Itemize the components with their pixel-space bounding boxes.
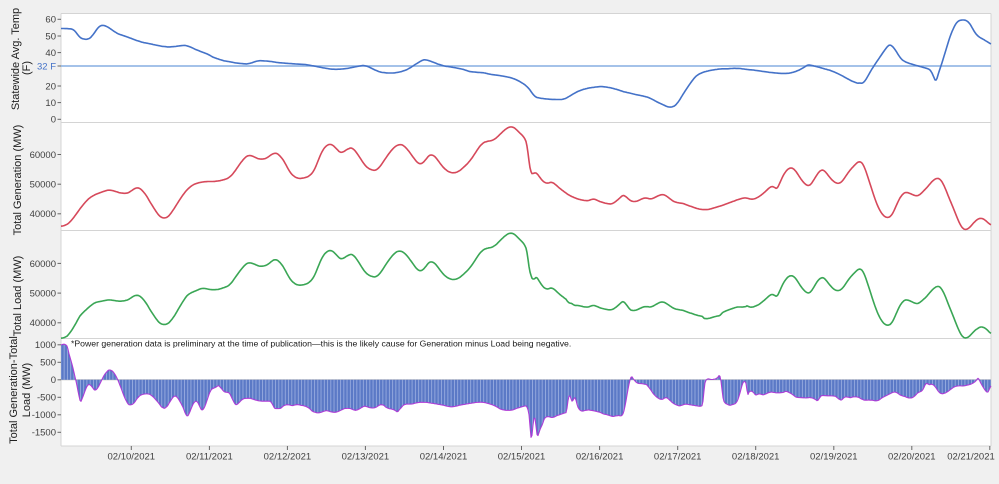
svg-text:02/21/2021: 02/21/2021 (947, 452, 995, 463)
svg-text:02/17/2021: 02/17/2021 (654, 452, 702, 463)
svg-text:40000: 40000 (30, 318, 56, 329)
svg-text:02/19/2021: 02/19/2021 (810, 452, 858, 463)
svg-text:32 F: 32 F (37, 61, 56, 72)
svg-text:Total Generation (MW): Total Generation (MW) (12, 125, 24, 236)
svg-text:Load (MW): Load (MW) (21, 363, 33, 417)
svg-text:60000: 60000 (30, 259, 56, 270)
svg-text:60000: 60000 (30, 150, 56, 161)
svg-text:50000: 50000 (30, 289, 56, 300)
svg-text:02/14/2021: 02/14/2021 (420, 452, 468, 463)
svg-text:-500: -500 (37, 393, 56, 404)
svg-text:0: 0 (51, 115, 56, 126)
svg-text:02/20/2021: 02/20/2021 (888, 452, 936, 463)
svg-text:Total Generation-Total: Total Generation-Total (8, 336, 20, 444)
svg-text:0: 0 (51, 375, 56, 386)
svg-text:60: 60 (45, 15, 56, 26)
svg-text:02/10/2021: 02/10/2021 (108, 452, 156, 463)
svg-text:02/13/2021: 02/13/2021 (342, 452, 390, 463)
svg-text:1000: 1000 (35, 340, 56, 351)
svg-text:-1500: -1500 (32, 428, 56, 439)
svg-text:Total Load (MW): Total Load (MW) (12, 256, 24, 337)
svg-text:02/11/2021: 02/11/2021 (186, 452, 233, 463)
svg-text:*Power generation data is prel: *Power generation data is preliminary at… (71, 339, 571, 349)
svg-text:20: 20 (45, 81, 56, 92)
svg-text:-1000: -1000 (32, 410, 56, 421)
svg-text:Statewide Avg. Temp: Statewide Avg. Temp (10, 8, 22, 110)
svg-text:10: 10 (45, 98, 56, 109)
svg-text:02/15/2021: 02/15/2021 (498, 452, 546, 463)
svg-text:500: 500 (40, 358, 56, 369)
svg-text:50000: 50000 (30, 180, 56, 191)
svg-text:40000: 40000 (30, 209, 56, 220)
svg-text:(F): (F) (21, 61, 33, 75)
svg-text:40: 40 (45, 48, 56, 59)
svg-text:02/16/2021: 02/16/2021 (576, 452, 624, 463)
svg-text:02/18/2021: 02/18/2021 (732, 452, 780, 463)
svg-text:02/12/2021: 02/12/2021 (264, 452, 312, 463)
svg-text:50: 50 (45, 31, 56, 42)
